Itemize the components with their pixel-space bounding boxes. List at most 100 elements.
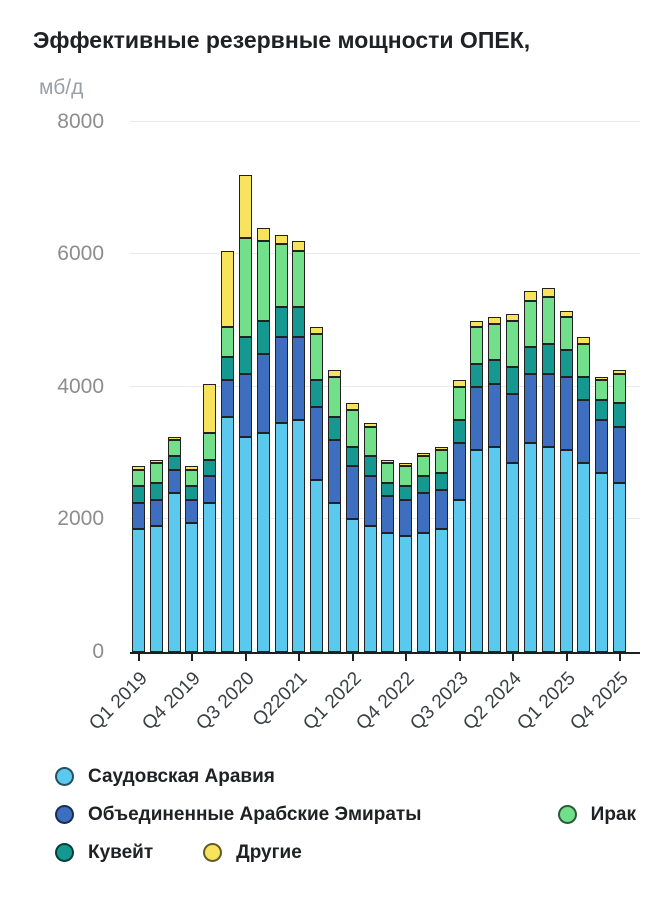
bar-segment-saudi-arabia	[506, 463, 520, 652]
bar-segment-other	[363, 423, 377, 427]
bar-segment-iraq	[274, 244, 288, 308]
bar-segment-other	[612, 370, 626, 374]
bar-segment-iraq	[327, 376, 341, 417]
bar-segment-other	[381, 459, 395, 464]
bar-segment-uae	[488, 383, 502, 447]
bar-segment-uae	[185, 499, 199, 523]
bar	[167, 436, 181, 652]
other-legend-swatch	[203, 843, 223, 863]
bar-segment-iraq	[310, 333, 324, 381]
bar-segment-kuwait	[470, 363, 484, 387]
bar-segment-other	[559, 310, 573, 318]
x-axis-tick-label: Q4 2022	[351, 667, 419, 735]
bar	[221, 251, 235, 652]
bar-segment-kuwait	[310, 380, 324, 407]
bar-segment-saudi-arabia	[399, 535, 413, 652]
bar	[399, 463, 413, 652]
bar-segment-kuwait	[488, 360, 502, 384]
y-axis-units-label: мб/д	[39, 75, 84, 99]
stacked-bar-chart: 0 2000 4000 6000 8000	[57, 110, 640, 663]
y-axis-tick-label: 6000	[57, 242, 104, 266]
legend-item-iraq: Ирак	[557, 804, 636, 826]
bar-segment-iraq	[345, 410, 359, 447]
legend-item-uae: Объединенные Арабские Эмираты	[55, 804, 421, 826]
bar-segment-uae	[452, 443, 466, 500]
bar-segment-other	[541, 287, 555, 298]
bar-segment-kuwait	[399, 486, 413, 500]
bar-segment-other	[167, 436, 181, 440]
bar-segment-iraq	[523, 300, 537, 348]
bar-segment-saudi-arabia	[167, 492, 181, 652]
bar	[506, 314, 520, 652]
x-axis-tick	[404, 653, 407, 661]
x-axis-tick	[565, 653, 568, 661]
bar-segment-iraq	[417, 456, 430, 477]
bar-segment-saudi-arabia	[292, 420, 306, 652]
bar-segment-kuwait	[327, 416, 341, 440]
bar-segment-other	[345, 403, 359, 411]
bar	[612, 370, 626, 652]
bar-segment-kuwait	[434, 473, 448, 490]
bar-segment-uae	[559, 376, 573, 450]
bar	[238, 174, 252, 652]
bar-segment-uae	[167, 469, 181, 493]
bar-segment-other	[185, 466, 199, 470]
bar-segment-kuwait	[203, 459, 217, 477]
bar-segment-saudi-arabia	[523, 443, 537, 652]
bar-segment-uae	[595, 420, 609, 474]
x-axis-tick-label: Q2 2024	[458, 667, 526, 735]
x-axis-tick	[511, 653, 514, 661]
bar-segment-kuwait	[595, 400, 609, 421]
bar-segment-uae	[541, 373, 555, 447]
gridline	[130, 120, 640, 122]
bar-segment-other	[417, 453, 430, 457]
bar-segment-kuwait	[185, 486, 199, 500]
bar-segment-uae	[203, 476, 217, 503]
iraq-legend-swatch	[557, 805, 577, 825]
bar-segment-iraq	[399, 466, 413, 487]
bar	[417, 453, 430, 652]
bar-segment-other	[506, 314, 520, 321]
bar-segment-other	[434, 446, 448, 450]
bar-segment-saudi-arabia	[221, 416, 235, 652]
bars-area	[132, 122, 626, 652]
bar-segment-saudi-arabia	[203, 502, 217, 652]
y-axis-tick-label: 0	[92, 639, 104, 663]
chart-legend: Саудовская Аравия Объединенные Арабские Э…	[33, 766, 640, 864]
x-axis-tick-label: Q4 2019	[137, 667, 205, 735]
bar	[149, 459, 163, 652]
bar-segment-uae	[132, 502, 145, 530]
bar-segment-other	[399, 463, 413, 467]
bar-segment-kuwait	[381, 482, 395, 497]
bar-segment-saudi-arabia	[149, 526, 163, 652]
bar-segment-uae	[417, 492, 430, 533]
bar-segment-uae	[310, 406, 324, 480]
bar-segment-kuwait	[452, 420, 466, 444]
bar-segment-saudi-arabia	[132, 529, 145, 652]
bar	[185, 466, 199, 652]
bar-segment-uae	[363, 476, 377, 527]
bar-segment-saudi-arabia	[381, 532, 395, 652]
bar-segment-other	[292, 241, 306, 252]
bar-segment-saudi-arabia	[559, 449, 573, 652]
bar-segment-other	[523, 290, 537, 301]
bar-segment-other	[132, 466, 145, 470]
bar-segment-uae	[612, 426, 626, 483]
x-axis-tick-label: Q1 2025	[512, 667, 580, 735]
bar	[203, 383, 217, 652]
bar	[327, 370, 341, 652]
legend-row: Кувейт Другие	[55, 842, 636, 864]
bar-segment-saudi-arabia	[470, 449, 484, 652]
uae-legend-swatch	[55, 805, 74, 825]
bar-segment-uae	[381, 496, 395, 533]
bar-segment-saudi-arabia	[345, 519, 359, 652]
bar-segment-saudi-arabia	[452, 499, 466, 652]
bar-segment-saudi-arabia	[488, 446, 502, 652]
bar	[345, 403, 359, 652]
bar-segment-iraq	[381, 463, 395, 483]
bar	[488, 317, 502, 652]
x-axis-tick-label: Q4 2025	[565, 667, 633, 735]
bar-segment-saudi-arabia	[327, 502, 341, 652]
bar	[274, 234, 288, 652]
